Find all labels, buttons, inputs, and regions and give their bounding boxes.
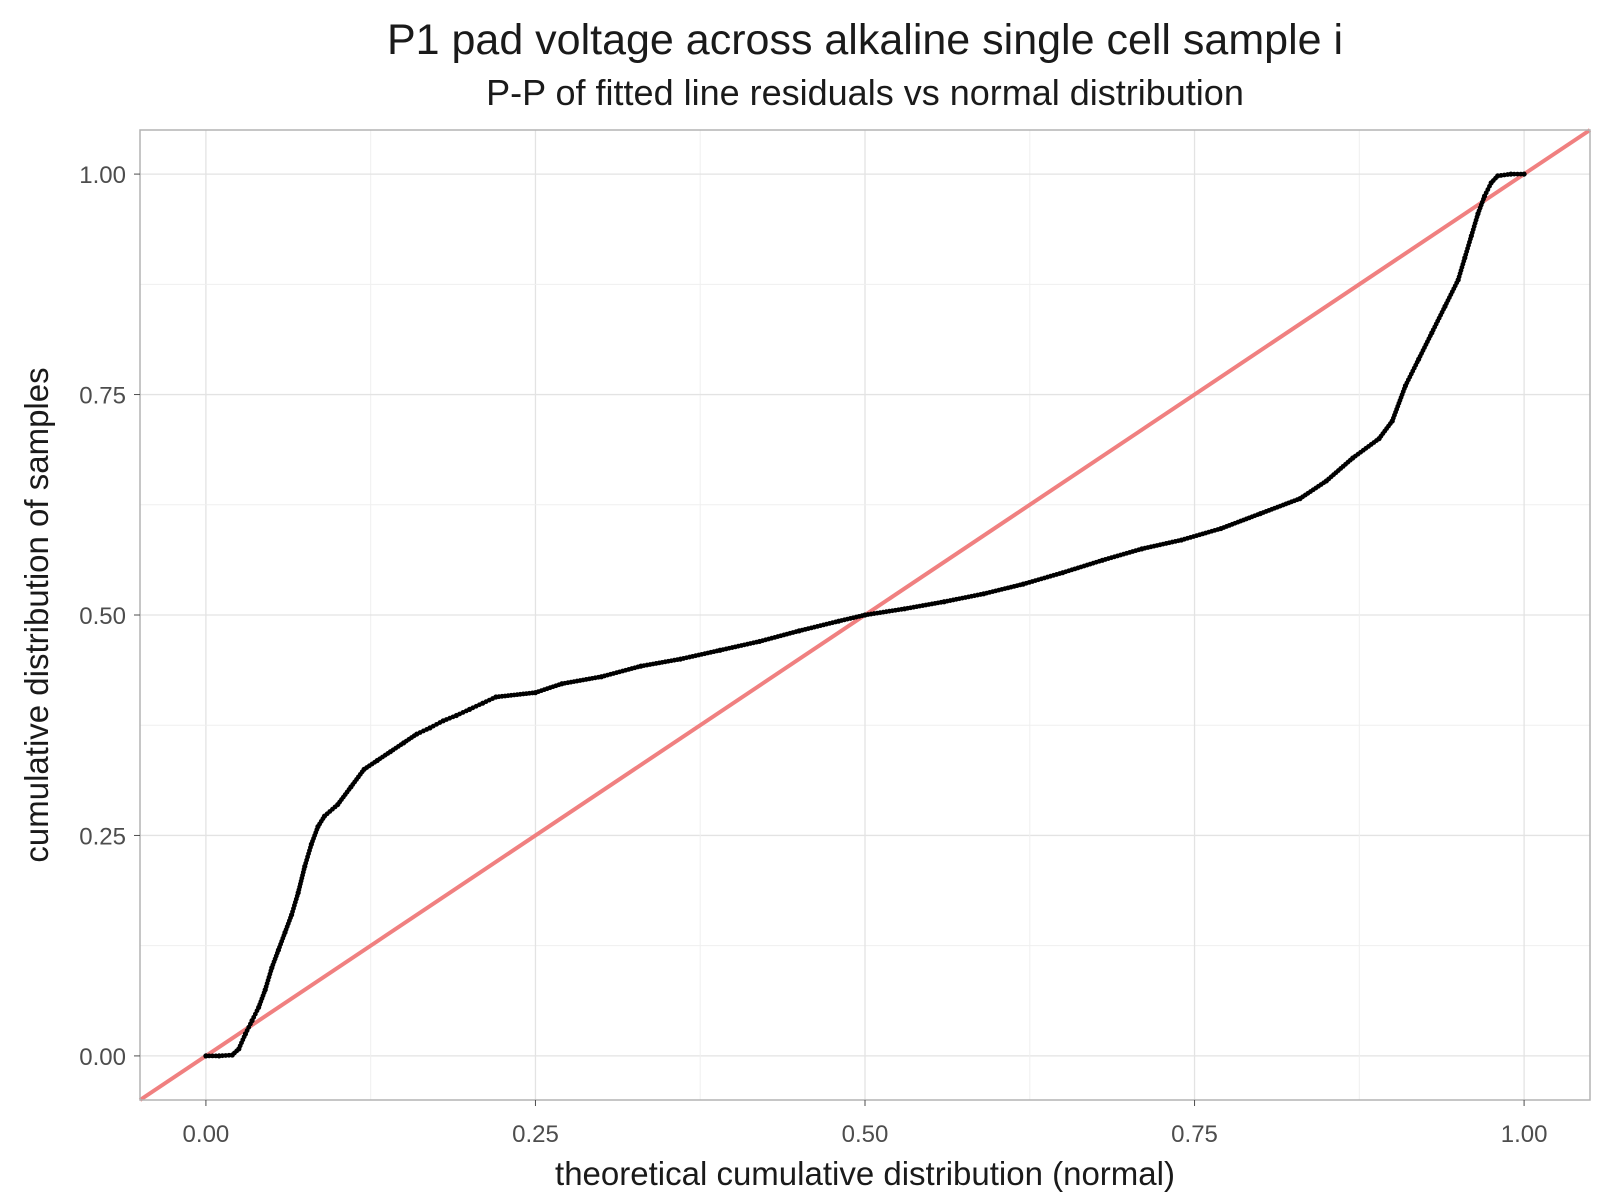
sample-point — [206, 1053, 212, 1059]
y-tick-label: 1.00 — [79, 162, 126, 189]
sample-point — [1511, 171, 1517, 177]
chart-title: P1 pad voltage across alkaline single ce… — [386, 16, 1344, 64]
x-tick-label: 0.75 — [1171, 1121, 1218, 1148]
x-axis-ticks: 0.00 0.25 0.50 0.75 1.00 — [183, 1100, 1548, 1148]
x-axis-title: theoretical cumulative distribution (nor… — [555, 1155, 1175, 1192]
grid — [140, 130, 1590, 1100]
y-tick-label: 0.75 — [79, 383, 126, 410]
x-tick-label: 0.25 — [512, 1121, 559, 1148]
y-tick-label: 0.50 — [79, 603, 126, 630]
x-tick-label: 0.50 — [842, 1121, 889, 1148]
sample-points-layer — [203, 171, 1527, 1059]
y-axis-ticks: 0.00 0.25 0.50 0.75 1.00 — [79, 162, 140, 1071]
y-axis-title: cumulative distribution of samples — [18, 367, 55, 862]
sample-point — [1515, 171, 1520, 177]
sample-point — [210, 1053, 215, 1059]
y-tick-label: 0.25 — [79, 823, 126, 850]
sample-point — [1521, 171, 1527, 177]
x-tick-label: 1.00 — [1501, 1121, 1548, 1148]
chart-subtitle: P-P of fitted line residuals vs normal d… — [486, 72, 1244, 113]
y-tick-label: 0.00 — [79, 1044, 126, 1071]
x-tick-label: 0.00 — [183, 1121, 230, 1148]
